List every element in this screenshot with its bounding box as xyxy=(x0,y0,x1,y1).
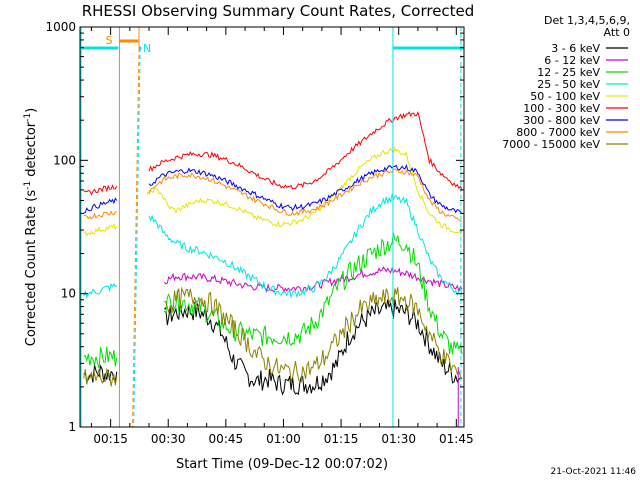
x-tick-label: 01:15 xyxy=(324,432,359,446)
legend-label: 3 - 6 keV xyxy=(551,42,600,55)
footer-date: 21-Oct-2021 11:46 xyxy=(551,467,637,477)
legend-label: 12 - 25 keV xyxy=(537,66,600,79)
series-line-4-pre xyxy=(83,223,118,237)
series-line-5 xyxy=(148,110,463,191)
y-tick-label: 1 xyxy=(68,420,76,434)
chart-title: RHESSI Observing Summary Count Rates, Co… xyxy=(82,2,475,20)
y-tick-label: 100 xyxy=(53,153,76,167)
night-end-dashed-line xyxy=(133,47,141,428)
legend-header-line2: Att 0 xyxy=(604,26,630,39)
legend-label: 7000 - 15000 keV xyxy=(502,138,600,151)
x-tick-label: 00:45 xyxy=(209,432,244,446)
series-line-8 xyxy=(164,286,463,383)
x-tick-label: 00:15 xyxy=(93,432,128,446)
y-axis: 1 10 100 1000 xyxy=(45,20,464,434)
series-line-2-pre xyxy=(83,346,118,369)
series-line-3-pre xyxy=(83,282,118,299)
legend-label: 50 - 100 keV xyxy=(530,90,600,103)
x-axis: 00:15 00:30 00:45 01:00 01:15 01:30 01:45 xyxy=(90,27,474,446)
series-line-6 xyxy=(148,163,463,214)
series-line-1-pre xyxy=(163,266,463,294)
series-line-0 xyxy=(164,299,463,396)
legend-header-line1: Det 1,3,4,5,6,9, xyxy=(544,14,630,27)
y-tick-label: 10 xyxy=(61,287,76,301)
series-line-7-pre xyxy=(83,210,117,220)
saa-label: S xyxy=(105,34,112,47)
series-line-5-pre xyxy=(83,184,118,196)
series-line-4 xyxy=(146,146,463,234)
x-axis-label: Start Time (09-Dec-12 00:07:02) xyxy=(176,457,388,472)
y-axis-label: Corrected Count Rate (s-1 detector-1) xyxy=(23,108,39,346)
y-tick-label: 1000 xyxy=(45,20,76,34)
x-tick-label: 01:00 xyxy=(266,432,301,446)
plot-area: SN 00:15 00:30 00:45 01:00 01:15 01:30 01:45 1… xyxy=(45,20,473,446)
legend-label: 6 - 12 keV xyxy=(544,54,600,67)
legend-label: 300 - 800 keV xyxy=(523,114,600,127)
series-layer xyxy=(83,110,463,396)
series-line-8-pre xyxy=(83,367,118,387)
plot-frame xyxy=(79,26,465,428)
series-line-6-pre xyxy=(83,197,118,214)
x-tick-label: 00:30 xyxy=(151,432,186,446)
x-tick-label: 01:45 xyxy=(439,432,474,446)
series-line-0-pre xyxy=(83,364,118,384)
saa-end-dashed-line xyxy=(132,47,140,428)
x-tick-label: 01:30 xyxy=(381,432,416,446)
legend-label: 25 - 50 keV xyxy=(537,78,600,91)
night-label: N xyxy=(143,42,151,55)
legend-label: 100 - 300 keV xyxy=(523,102,600,115)
legend-label: 800 - 7000 keV xyxy=(516,126,600,139)
series-line-3 xyxy=(148,192,463,299)
attenuator-flags: SN xyxy=(80,27,464,428)
series-line-7 xyxy=(148,168,463,223)
